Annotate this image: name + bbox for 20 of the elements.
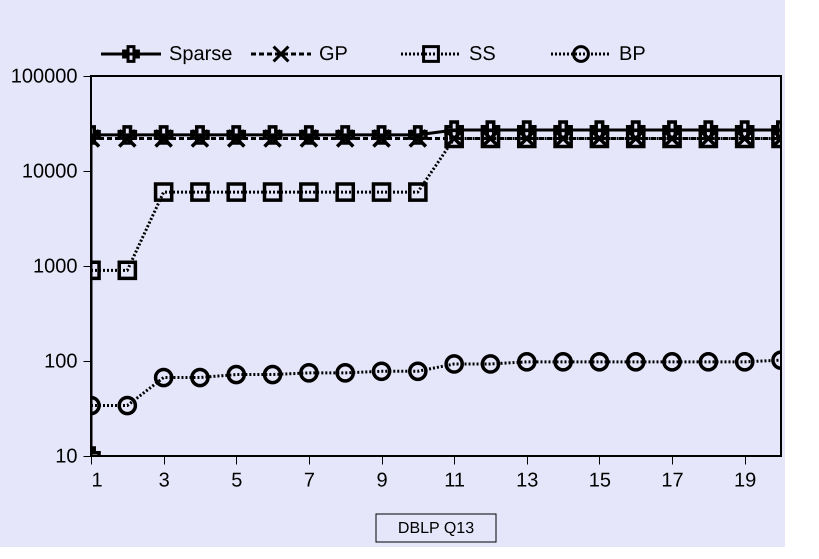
x-tick-label: 9 (376, 470, 388, 492)
legend-label: Sparse (169, 43, 232, 65)
x-tick-label: 11 (444, 470, 466, 492)
y-tick-label: 1000 (33, 256, 78, 278)
x-tick-label: 17 (661, 470, 684, 492)
y-tick-label: 10000 (22, 160, 78, 182)
x-tick-label: 1 (92, 470, 103, 492)
legend-label: SS (469, 43, 496, 65)
y-tick-label: 10 (55, 446, 78, 468)
x-tick-label: 3 (158, 470, 170, 492)
x-tick-label: 5 (231, 470, 242, 492)
legend-label: BP (619, 43, 646, 65)
legend-label: GP (319, 43, 348, 65)
text: DBLP Q13 (398, 520, 474, 537)
x-tick-label: 19 (734, 470, 756, 492)
y-tick-label: 100000 (10, 66, 78, 88)
x-tick-label: 15 (588, 470, 612, 492)
x-tick-label: 13 (516, 470, 538, 492)
x-tick-label: 7 (304, 470, 315, 492)
y-tick-label: 100 (44, 350, 78, 372)
